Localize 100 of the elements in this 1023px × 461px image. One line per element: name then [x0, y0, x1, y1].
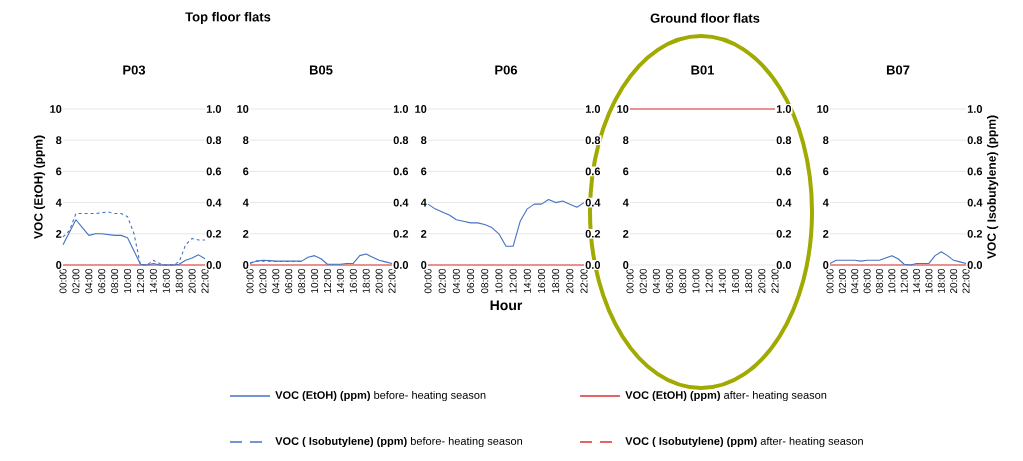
- y-tick-label: 2: [56, 229, 62, 238]
- y2-tick-label: 0.4: [393, 198, 409, 207]
- x-tick-label: 18:00: [362, 268, 370, 293]
- x-tick-label: 20:00: [758, 268, 766, 294]
- y2-tick-label: 1.0: [393, 105, 409, 113]
- x-tick-label: 14:00: [913, 268, 921, 293]
- x-tick-label: 12:00: [705, 268, 713, 293]
- x-tick-label: 08:00: [111, 268, 119, 294]
- x-tick-label: 22:00: [580, 268, 588, 294]
- y2-tick-label: 0.2: [206, 229, 222, 238]
- x-tick-label: 04:00: [272, 268, 280, 294]
- text: Ground floor flats: [650, 13, 760, 23]
- x-tick-label: 06:00: [863, 268, 871, 294]
- y2-tick-label: 0.4: [585, 198, 601, 207]
- y-tick-label: 6: [623, 167, 629, 176]
- x-tick-label: 00:00: [626, 268, 634, 294]
- y2-tick-label: 0.8: [393, 136, 409, 145]
- legend-label: VOC (EtOH) (ppm) after- heating season: [625, 390, 827, 402]
- y-tick-label: 10: [415, 105, 427, 113]
- x-tick-label: 00:00: [246, 268, 254, 294]
- y-tick-label: 8: [823, 136, 829, 145]
- y-tick-label: 0: [421, 261, 427, 269]
- y-tick-label: 10: [617, 105, 629, 113]
- y2-tick-label: 0.0: [967, 261, 983, 269]
- text: Top floor flats: [185, 11, 271, 25]
- x-tick-label: 18:00: [552, 268, 560, 293]
- y-tick-label: 4: [420, 198, 427, 207]
- x-tick-label: 02:00: [639, 268, 647, 294]
- y2-tick-label: 0.4: [967, 198, 983, 207]
- legend-label: VOC (EtOH) (ppm) before- heating season: [275, 390, 486, 402]
- legend-label: VOC ( Isobutylene) (ppm) before- heating season: [275, 436, 523, 448]
- x-tick-label: 10:00: [311, 268, 319, 293]
- x-tick-label: 06:00: [285, 268, 293, 294]
- x-tick-label: 16:00: [925, 268, 933, 293]
- y2-tick-label: 0.8: [776, 136, 792, 145]
- y2-tick-label: 0.2: [967, 229, 983, 238]
- x-tick-label: 22:00: [201, 268, 209, 294]
- y2-tick-label: 0.6: [967, 167, 983, 176]
- y2-tick-label: 1.0: [776, 105, 792, 113]
- chart-title: P03: [123, 65, 146, 75]
- x-tick-label: 16:00: [731, 268, 739, 293]
- x-tick-label: 08:00: [679, 268, 687, 294]
- y2-tick-label: 1.0: [585, 105, 601, 113]
- y-tick-label: 6: [421, 167, 427, 176]
- y-tick-label: 6: [823, 167, 829, 176]
- y2-tick-label: 0.2: [393, 229, 409, 238]
- y-tick-label: 10: [817, 105, 829, 113]
- x-tick-label: 02:00: [259, 268, 267, 294]
- x-tick-label: 04:00: [851, 268, 859, 294]
- y2-tick-label: 0.8: [967, 136, 983, 145]
- y-tick-label: 8: [56, 136, 62, 145]
- x-tick-label: 16:00: [537, 268, 545, 293]
- y2-tick-label: 0.0: [585, 261, 601, 269]
- y-tick-label: 0: [823, 261, 829, 269]
- x-tick-label: 02:00: [438, 268, 446, 294]
- y2-tick-label: 0.4: [776, 198, 792, 207]
- y2-tick-label: 0.6: [585, 167, 601, 176]
- x-tick-label: 08:00: [298, 268, 306, 294]
- x-tick-label: 14:00: [149, 268, 157, 293]
- y2-tick-label: 1.0: [967, 105, 983, 113]
- y-tick-label: 8: [623, 136, 629, 145]
- y-tick-label: 0: [623, 261, 629, 269]
- y-tick-label: 10: [237, 105, 249, 113]
- y-tick-label: 4: [242, 198, 249, 207]
- y2-tick-label: 0.4: [206, 198, 222, 207]
- y-tick-label: 4: [55, 198, 62, 207]
- y2-tick-label: 1.0: [206, 105, 222, 113]
- x-tick-label: 04:00: [452, 268, 460, 294]
- x-tick-label: 08:00: [875, 268, 883, 294]
- y-tick-label: 2: [243, 229, 249, 238]
- y-tick-label: 8: [421, 136, 427, 145]
- chart-title: B05: [309, 65, 333, 75]
- x-tick-label: 22:00: [962, 268, 970, 294]
- x-tick-label: 10:00: [495, 268, 503, 293]
- y-tick-label: 4: [622, 198, 629, 207]
- x-tick-label: 10:00: [124, 268, 132, 293]
- y-tick-label: 8: [243, 136, 249, 145]
- x-tick-label: 02:00: [72, 268, 80, 294]
- x-tick-label: 18:00: [937, 268, 945, 293]
- x-tick-label: 12:00: [509, 268, 517, 293]
- y2-tick-label: 0.6: [206, 167, 222, 176]
- x-tick-label: 04:00: [85, 268, 93, 294]
- y2-tick-label: 0.2: [585, 229, 601, 238]
- y2-tick-label: 0.0: [776, 261, 792, 269]
- x-tick-label: 14:00: [336, 268, 344, 293]
- y2-axis-title: VOC ( Isobutylene) (ppm): [987, 115, 999, 259]
- y-tick-label: 2: [421, 229, 427, 238]
- x-tick-label: 06:00: [666, 268, 674, 294]
- x-tick-label: 12:00: [136, 268, 144, 293]
- x-tick-label: 20:00: [188, 268, 196, 294]
- x-tick-label: 20:00: [375, 268, 383, 294]
- y-tick-label: 0: [243, 261, 249, 269]
- x-tick-label: 14:00: [718, 268, 726, 293]
- x-tick-label: 16:00: [349, 268, 357, 293]
- x-tick-label: 18:00: [745, 268, 753, 293]
- y-axis-title: VOC (EtOH) (ppm): [33, 135, 46, 239]
- x-tick-label: 10:00: [888, 268, 896, 293]
- x-tick-label: 06:00: [98, 268, 106, 294]
- x-tick-label: 00:00: [826, 268, 834, 294]
- y2-tick-label: 0.0: [206, 261, 222, 269]
